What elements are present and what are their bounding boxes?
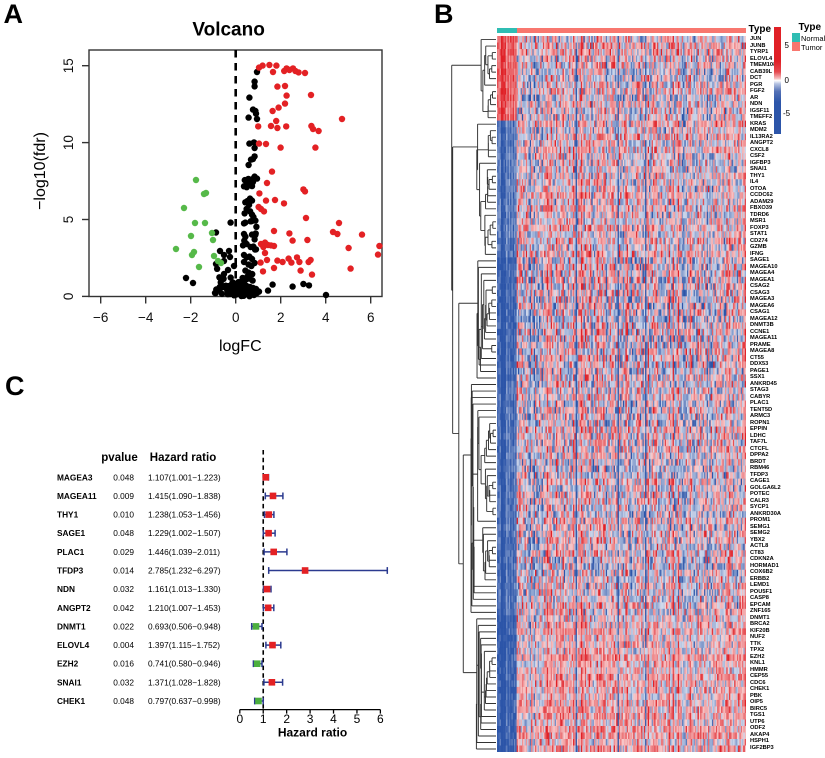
svg-text:NDN: NDN bbox=[57, 584, 75, 594]
svg-text:CHEK1: CHEK1 bbox=[57, 696, 86, 706]
svg-text:Hazard ratio: Hazard ratio bbox=[150, 452, 216, 464]
svg-text:0.797(0.637−0.998): 0.797(0.637−0.998) bbox=[148, 696, 221, 706]
svg-text:0.014: 0.014 bbox=[113, 566, 134, 576]
svg-text:1.107(1.001−1.223): 1.107(1.001−1.223) bbox=[148, 472, 221, 482]
svg-text:0.010: 0.010 bbox=[113, 510, 134, 520]
svg-text:0.048: 0.048 bbox=[113, 528, 134, 538]
svg-text:SNAI1: SNAI1 bbox=[57, 677, 82, 687]
svg-text:logFC: logFC bbox=[219, 338, 262, 355]
svg-text:0.048: 0.048 bbox=[113, 472, 134, 482]
svg-text:2: 2 bbox=[283, 712, 290, 726]
svg-text:2: 2 bbox=[277, 310, 285, 325]
svg-text:0.693(0.506−0.948): 0.693(0.506−0.948) bbox=[148, 621, 221, 631]
svg-text:10: 10 bbox=[61, 135, 76, 150]
svg-text:5: 5 bbox=[61, 216, 76, 224]
svg-text:−2: −2 bbox=[183, 310, 198, 325]
svg-text:1.210(1.007−1.453): 1.210(1.007−1.453) bbox=[148, 603, 221, 613]
svg-text:1.397(1.115−1.752): 1.397(1.115−1.752) bbox=[148, 640, 220, 650]
svg-text:0: 0 bbox=[236, 712, 243, 726]
svg-text:4: 4 bbox=[322, 310, 330, 325]
svg-text:0.022: 0.022 bbox=[113, 621, 134, 631]
svg-text:ANGPT2: ANGPT2 bbox=[57, 603, 91, 613]
svg-text:−6: −6 bbox=[93, 310, 108, 325]
svg-text:−log10(fdr): −log10(fdr) bbox=[32, 132, 49, 210]
svg-text:6: 6 bbox=[377, 712, 384, 726]
svg-text:1.446(1.039−2.011): 1.446(1.039−2.011) bbox=[148, 547, 220, 557]
svg-text:DNMT1: DNMT1 bbox=[57, 621, 86, 631]
svg-text:THY1: THY1 bbox=[57, 510, 79, 520]
svg-text:EZH2: EZH2 bbox=[57, 659, 79, 669]
svg-text:4: 4 bbox=[330, 712, 337, 726]
svg-text:0: 0 bbox=[61, 293, 76, 301]
svg-text:pvalue: pvalue bbox=[101, 452, 137, 464]
svg-text:−4: −4 bbox=[138, 310, 154, 325]
svg-text:3: 3 bbox=[307, 712, 314, 726]
svg-text:0.032: 0.032 bbox=[113, 677, 134, 687]
svg-text:PLAC1: PLAC1 bbox=[57, 547, 85, 557]
svg-text:Hazard ratio: Hazard ratio bbox=[278, 726, 347, 740]
svg-text:Volcano: Volcano bbox=[192, 20, 265, 41]
svg-text:1: 1 bbox=[260, 712, 267, 726]
svg-text:ELOVL4: ELOVL4 bbox=[57, 640, 90, 650]
svg-text:6: 6 bbox=[367, 310, 375, 325]
svg-text:0.042: 0.042 bbox=[113, 603, 134, 613]
svg-text:MAGEA3: MAGEA3 bbox=[57, 472, 93, 482]
svg-text:MAGEA11: MAGEA11 bbox=[57, 491, 97, 501]
svg-text:2.785(1.232−6.297): 2.785(1.232−6.297) bbox=[148, 566, 221, 576]
svg-text:0.048: 0.048 bbox=[113, 696, 134, 706]
svg-text:0.029: 0.029 bbox=[113, 547, 134, 557]
svg-text:1.238(1.053−1.456): 1.238(1.053−1.456) bbox=[148, 510, 221, 520]
svg-text:5: 5 bbox=[354, 712, 361, 726]
svg-text:1.161(1.013−1.330): 1.161(1.013−1.330) bbox=[148, 584, 221, 594]
svg-text:1.371(1.028−1.828): 1.371(1.028−1.828) bbox=[148, 677, 221, 687]
svg-text:0.004: 0.004 bbox=[113, 640, 134, 650]
svg-text:0.009: 0.009 bbox=[113, 491, 134, 501]
svg-text:TFDP3: TFDP3 bbox=[57, 566, 84, 576]
svg-text:15: 15 bbox=[61, 58, 76, 73]
svg-text:SAGE1: SAGE1 bbox=[57, 528, 86, 538]
svg-text:1.229(1.002−1.507): 1.229(1.002−1.507) bbox=[148, 528, 221, 538]
svg-text:0: 0 bbox=[232, 310, 240, 325]
svg-text:1.415(1.090−1.838): 1.415(1.090−1.838) bbox=[148, 491, 221, 501]
svg-text:0.032: 0.032 bbox=[113, 584, 134, 594]
svg-text:0.016: 0.016 bbox=[113, 659, 134, 669]
svg-text:0.741(0.580−0.946): 0.741(0.580−0.946) bbox=[148, 659, 221, 669]
